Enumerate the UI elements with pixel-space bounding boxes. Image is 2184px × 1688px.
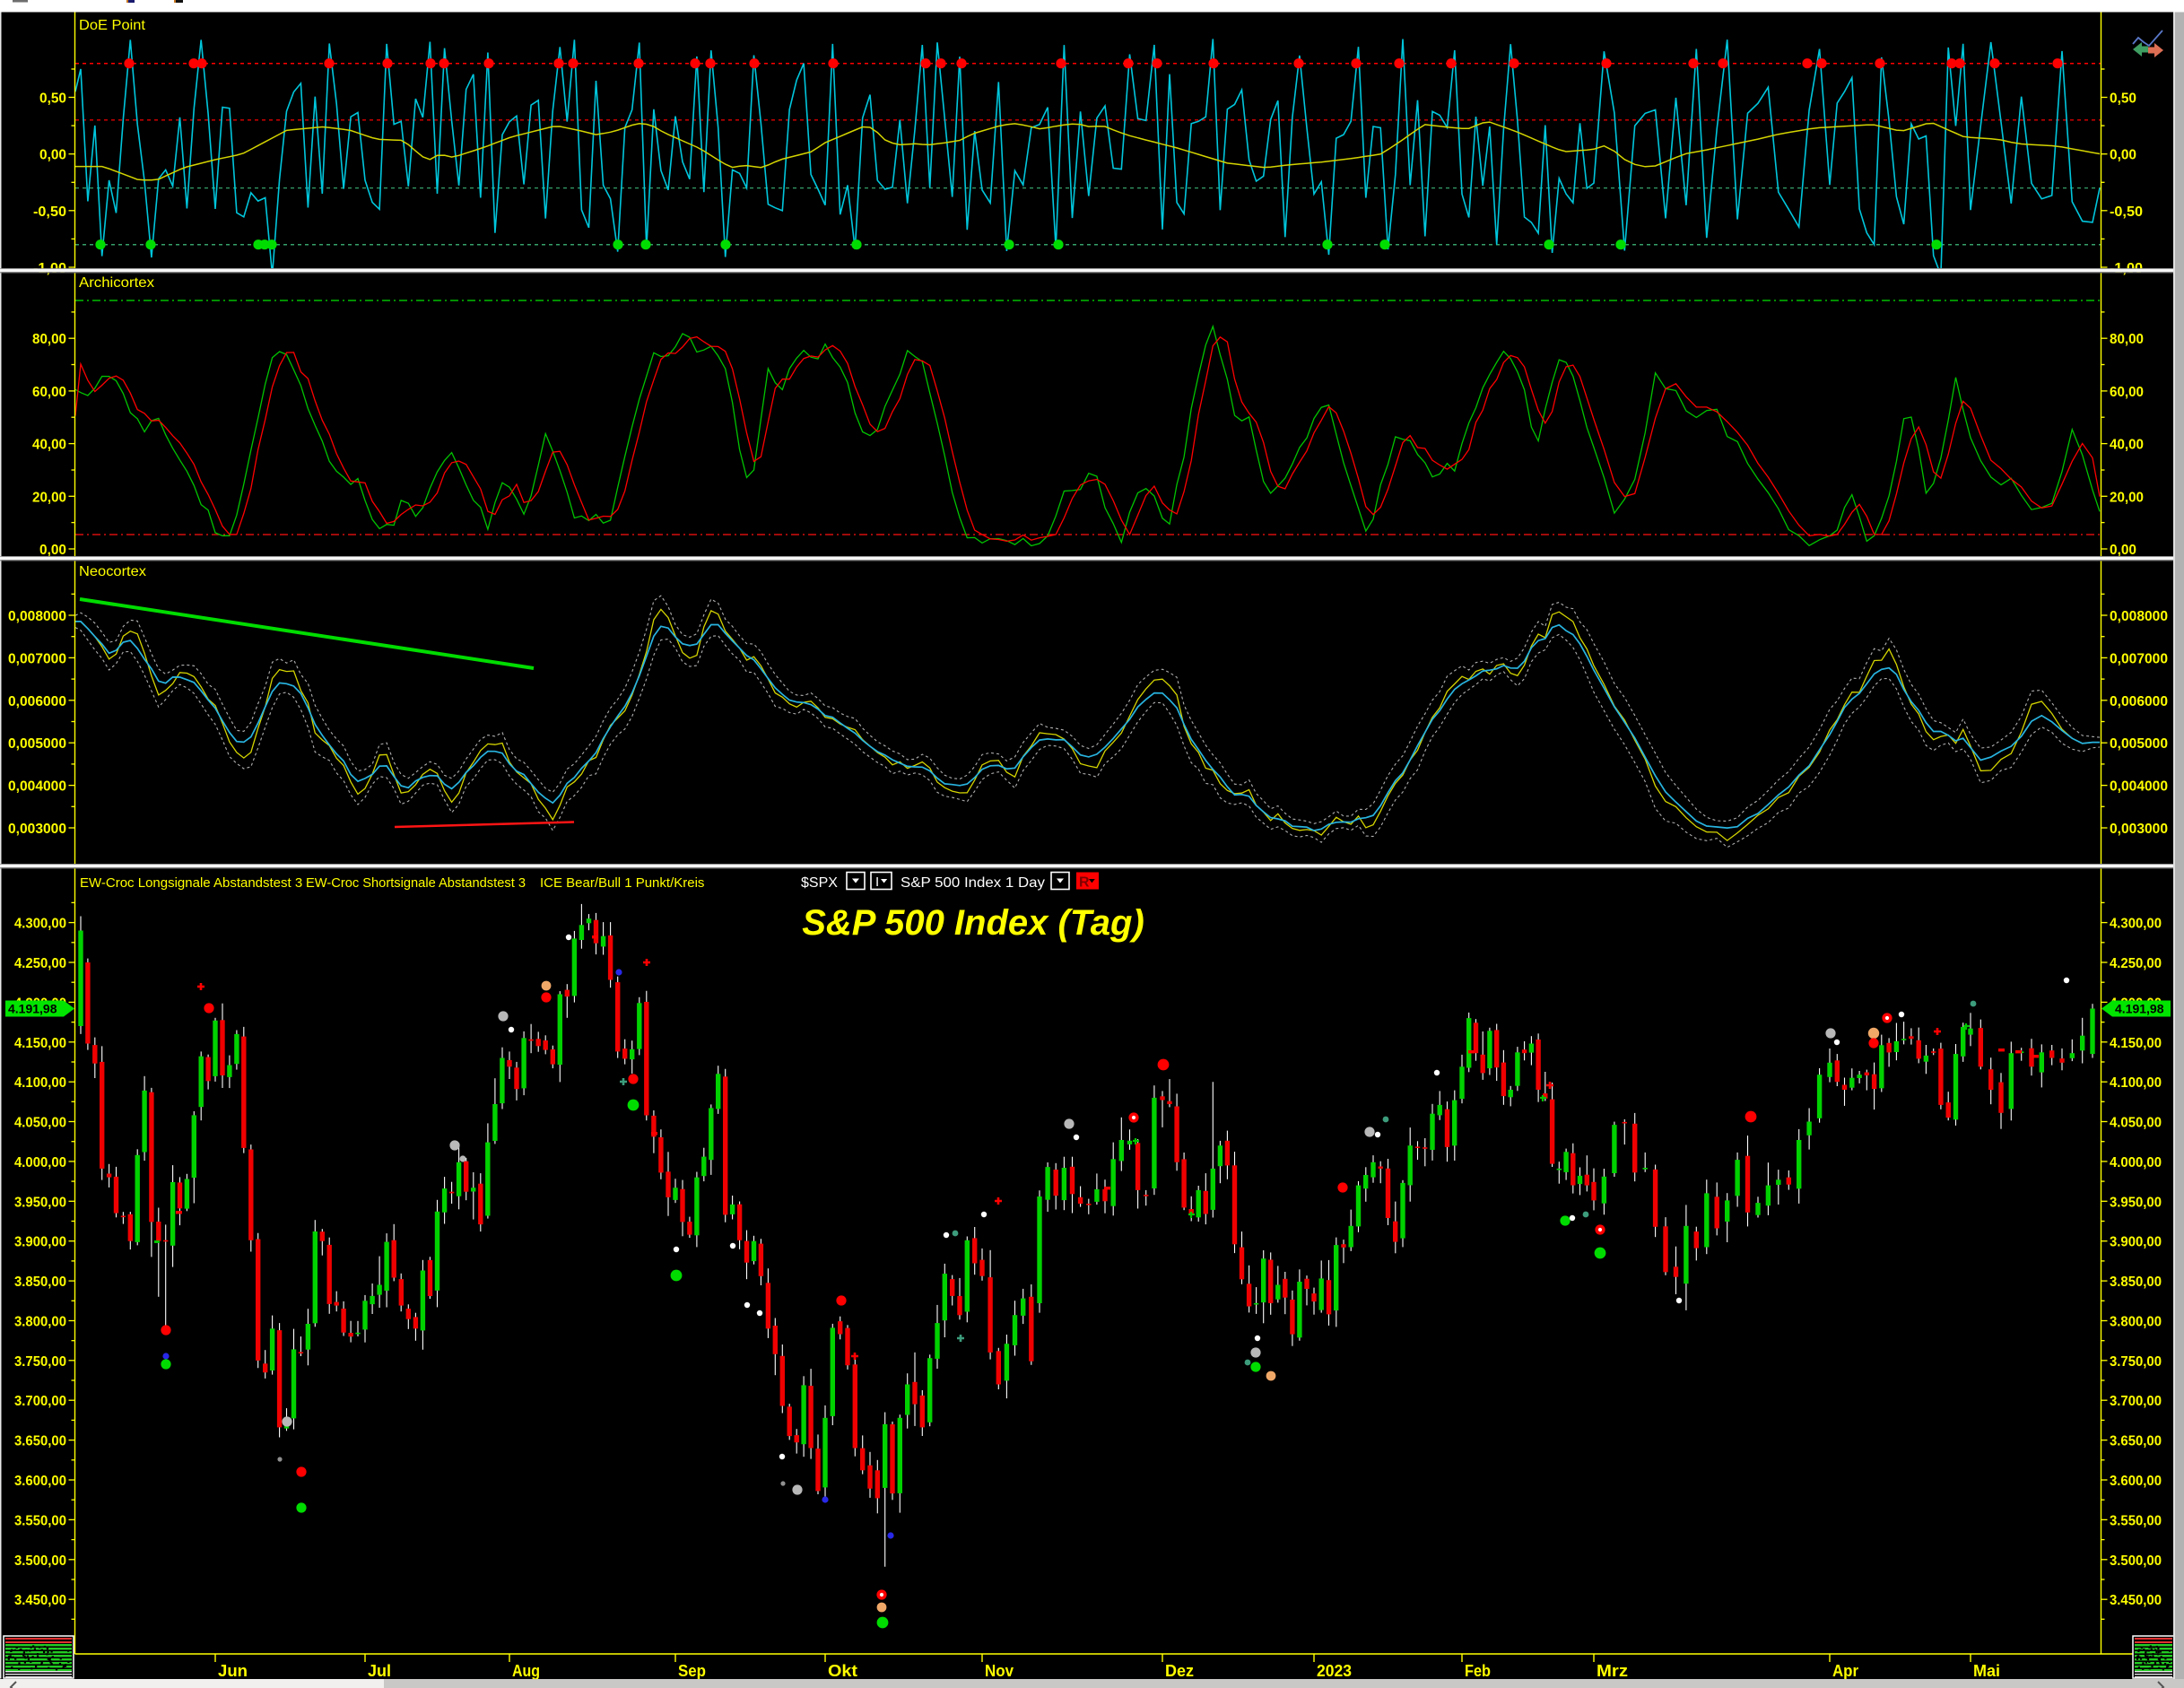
svg-text:S&P 500 Index (Tag): S&P 500 Index (Tag) xyxy=(802,903,1144,943)
svg-text:80,00: 80,00 xyxy=(32,332,66,347)
svg-text:0,50: 0,50 xyxy=(39,91,66,107)
svg-text:DoE Point: DoE Point xyxy=(79,18,146,33)
svg-text:80,00: 80,00 xyxy=(2110,332,2144,347)
svg-text:4.150,00: 4.150,00 xyxy=(14,1036,66,1051)
svg-text:Jun: Jun xyxy=(218,1662,248,1680)
svg-text:Sep: Sep xyxy=(678,1662,706,1680)
svg-text:3.650,00: 3.650,00 xyxy=(14,1434,66,1449)
svg-text:3.850,00: 3.850,00 xyxy=(2110,1275,2162,1290)
svg-text:EW-Croc Shortsignale Abstandst: EW-Croc Shortsignale Abstandstest 3 xyxy=(306,875,526,891)
svg-text:0,004000: 0,004000 xyxy=(8,779,66,795)
svg-text:3.450,00: 3.450,00 xyxy=(2110,1593,2162,1608)
svg-text:4.100,00: 4.100,00 xyxy=(14,1075,66,1091)
svg-text:EW-Croc Longsignale Abstandste: EW-Croc Longsignale Abstandstest 3 xyxy=(80,875,302,891)
svg-text:I: I xyxy=(875,874,879,890)
svg-text:Aug: Aug xyxy=(512,1662,540,1680)
svg-text:3.750,00: 3.750,00 xyxy=(2110,1354,2162,1370)
svg-text:S&P 500 Index 1 Day: S&P 500 Index 1 Day xyxy=(901,875,1045,891)
svg-text:Apr: Apr xyxy=(1832,1662,1858,1680)
svg-text:-0,50: -0,50 xyxy=(2110,204,2143,220)
svg-text:0,008000: 0,008000 xyxy=(2110,609,2168,624)
svg-text:Nov: Nov xyxy=(985,1662,1014,1680)
svg-text:4.191,98: 4.191,98 xyxy=(8,1002,57,1016)
svg-text:4.000,00: 4.000,00 xyxy=(2110,1155,2162,1170)
svg-text:4.050,00: 4.050,00 xyxy=(14,1116,66,1131)
svg-text:3.500,00: 3.500,00 xyxy=(14,1553,66,1569)
svg-text:Feb: Feb xyxy=(1465,1662,1491,1680)
svg-text:0,004000: 0,004000 xyxy=(2110,779,2168,795)
svg-text:0,003000: 0,003000 xyxy=(8,822,66,837)
svg-text:2023: 2023 xyxy=(1317,1662,1352,1680)
svg-text:0,008000: 0,008000 xyxy=(8,609,66,624)
svg-text:0,005000: 0,005000 xyxy=(8,736,66,752)
svg-text:3.500,00: 3.500,00 xyxy=(2110,1553,2162,1569)
svg-text:3.600,00: 3.600,00 xyxy=(2110,1474,2162,1489)
svg-text:0,003000: 0,003000 xyxy=(2110,822,2168,837)
svg-text:-0,50: -0,50 xyxy=(33,204,66,220)
svg-text:0,00: 0,00 xyxy=(2110,543,2136,558)
svg-text:Mrz: Mrz xyxy=(1597,1662,1628,1680)
svg-text:Neocortex: Neocortex xyxy=(79,564,146,579)
svg-text:0,006000: 0,006000 xyxy=(2110,694,2168,709)
svg-text:20,00: 20,00 xyxy=(2110,490,2144,505)
svg-text:Jul: Jul xyxy=(368,1662,391,1680)
svg-text:40,00: 40,00 xyxy=(2110,438,2144,453)
svg-text:0,005000: 0,005000 xyxy=(2110,736,2168,752)
svg-text:0,50: 0,50 xyxy=(2110,91,2136,107)
svg-text:60,00: 60,00 xyxy=(32,385,66,400)
svg-text:$SPX: $SPX xyxy=(801,875,838,891)
svg-text:4.150,00: 4.150,00 xyxy=(2110,1036,2162,1051)
svg-text:4.191,98: 4.191,98 xyxy=(2115,1002,2164,1016)
svg-text:40,00: 40,00 xyxy=(32,438,66,453)
svg-text:0,007000: 0,007000 xyxy=(2110,651,2168,666)
svg-text:Mai: Mai xyxy=(1973,1662,2000,1680)
svg-text:3.550,00: 3.550,00 xyxy=(2110,1513,2162,1528)
svg-text:0,00: 0,00 xyxy=(39,543,66,558)
svg-text:3.450,00: 3.450,00 xyxy=(14,1593,66,1608)
svg-text:R: R xyxy=(1079,875,1090,891)
svg-text:4.000,00: 4.000,00 xyxy=(14,1155,66,1170)
svg-text:Dez: Dez xyxy=(1165,1662,1194,1680)
svg-text:0,00: 0,00 xyxy=(39,148,66,163)
svg-text:3.600,00: 3.600,00 xyxy=(14,1474,66,1489)
svg-text:4.050,00: 4.050,00 xyxy=(2110,1116,2162,1131)
svg-text:0,00: 0,00 xyxy=(2110,148,2136,163)
svg-text:3.700,00: 3.700,00 xyxy=(2110,1394,2162,1409)
svg-text:3.800,00: 3.800,00 xyxy=(14,1315,66,1330)
svg-text:3.750,00: 3.750,00 xyxy=(14,1354,66,1370)
svg-text:4.250,00: 4.250,00 xyxy=(14,956,66,971)
svg-text:Okt: Okt xyxy=(828,1662,857,1680)
svg-text:Archicortex: Archicortex xyxy=(79,275,154,291)
svg-text:60,00: 60,00 xyxy=(2110,385,2144,400)
svg-text:20,00: 20,00 xyxy=(32,490,66,505)
svg-text:0,006000: 0,006000 xyxy=(8,694,66,709)
svg-text:3.550,00: 3.550,00 xyxy=(14,1513,66,1528)
svg-text:3.850,00: 3.850,00 xyxy=(14,1275,66,1290)
svg-text:3.900,00: 3.900,00 xyxy=(14,1235,66,1250)
svg-text:3.950,00: 3.950,00 xyxy=(2110,1195,2162,1210)
svg-text:3.950,00: 3.950,00 xyxy=(14,1195,66,1210)
svg-text:3.900,00: 3.900,00 xyxy=(2110,1235,2162,1250)
svg-text:ICE Bear/Bull 1 Punkt/Kreis: ICE Bear/Bull 1 Punkt/Kreis xyxy=(540,875,704,891)
svg-text:4.100,00: 4.100,00 xyxy=(2110,1075,2162,1091)
svg-text:3.700,00: 3.700,00 xyxy=(14,1394,66,1409)
svg-text:3.800,00: 3.800,00 xyxy=(2110,1315,2162,1330)
svg-text:4.300,00: 4.300,00 xyxy=(2110,917,2162,932)
svg-text:4.300,00: 4.300,00 xyxy=(14,917,66,932)
svg-text:0,007000: 0,007000 xyxy=(8,651,66,666)
svg-text:3.650,00: 3.650,00 xyxy=(2110,1434,2162,1449)
svg-text:4.250,00: 4.250,00 xyxy=(2110,956,2162,971)
